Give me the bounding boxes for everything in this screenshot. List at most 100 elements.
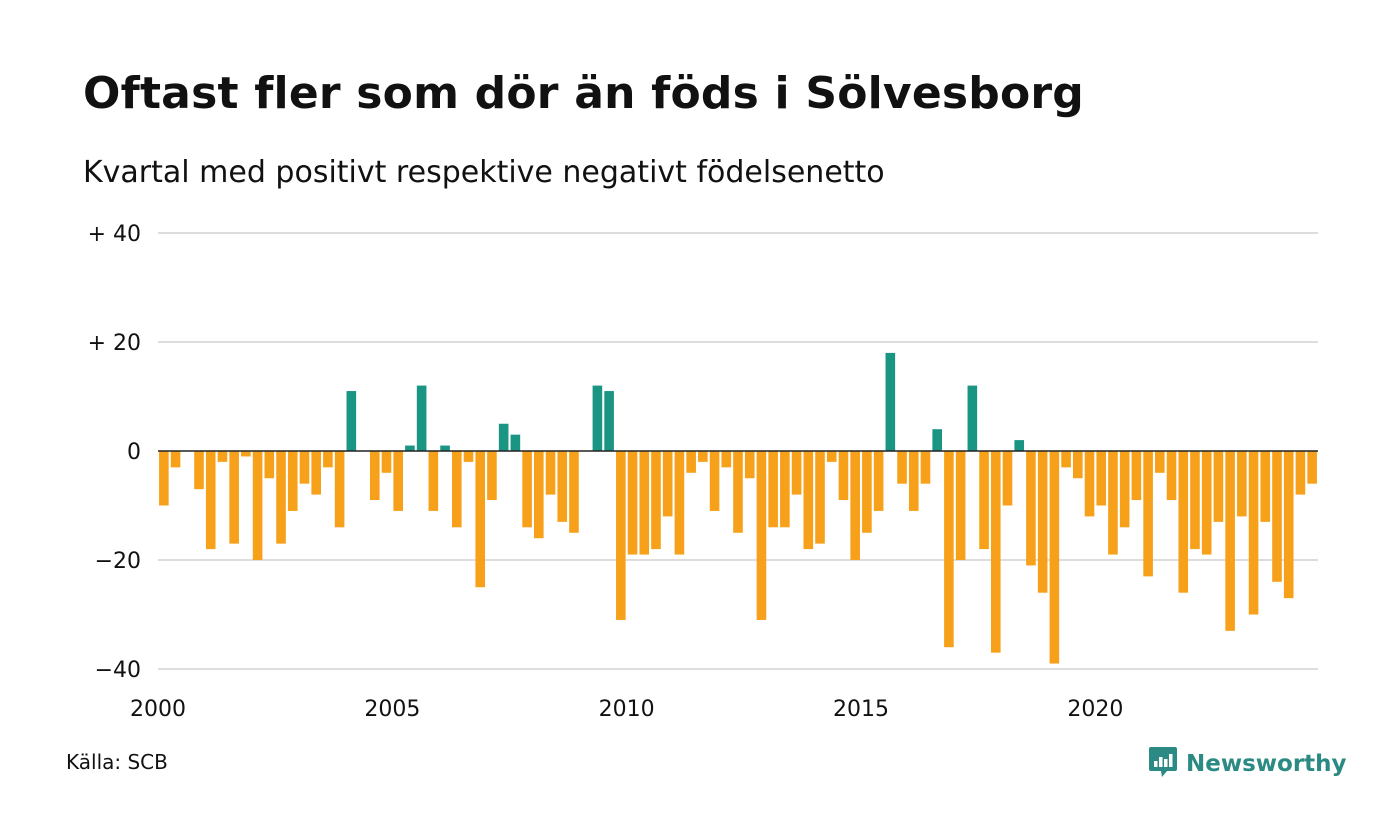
bar-q78: [1061, 451, 1071, 468]
bar-chart: + 40 + 20 0 −20 −40 2000 2005 2010 2015 2020: [88, 222, 1318, 722]
bar-q44: [662, 451, 673, 517]
bar-q96: [1272, 451, 1282, 582]
bar-q36: [569, 451, 579, 533]
bar-q13: [299, 451, 310, 484]
bar-q47: [698, 451, 708, 462]
bar-q56: [803, 451, 814, 550]
bar-q70: [967, 385, 978, 451]
x-tick-label: 2015: [833, 697, 889, 722]
bar-q20: [381, 451, 392, 473]
y-tick-label: + 20: [88, 331, 141, 356]
x-tick-label: 2020: [1067, 697, 1123, 722]
bar-q9: [252, 451, 263, 560]
chart-title: Oftast fler som dör än föds i Sölvesborg: [83, 68, 1084, 119]
bar-q98: [1295, 451, 1306, 495]
bar-q24: [428, 451, 439, 511]
chart-subtitle: Kvartal med positivt respektive negativt…: [83, 155, 885, 190]
bar-q84: [1131, 451, 1142, 501]
bar-q16: [334, 451, 345, 528]
bar-q66: [920, 451, 931, 484]
bar-q59: [838, 451, 849, 501]
bar-q90: [1201, 451, 1212, 555]
bar-q65: [908, 451, 919, 511]
bar-q46: [686, 451, 696, 473]
bar-q92: [1225, 451, 1235, 631]
bar-q50: [733, 451, 743, 533]
bar-q30: [498, 423, 509, 451]
bar-q52: [756, 451, 767, 620]
bar-q38: [592, 385, 603, 451]
y-tick-label: + 40: [88, 222, 141, 247]
bar-q62: [873, 451, 884, 511]
bar-q48: [709, 451, 720, 511]
bar-q51: [744, 451, 755, 479]
bar-q41: [627, 451, 638, 555]
bar-q77: [1049, 451, 1060, 664]
source-note: Källa: SCB: [66, 750, 168, 774]
bar-q10: [264, 451, 275, 479]
bar-q22: [405, 445, 415, 451]
bar-q57: [815, 451, 825, 544]
bar-q69: [955, 451, 966, 560]
bar-q73: [1002, 451, 1013, 506]
bar-q19: [369, 451, 380, 501]
x-tick-label: 2010: [599, 697, 655, 722]
bar-q33: [534, 451, 544, 539]
brand-logo[interactable]: Newsworthy: [1148, 745, 1347, 783]
newsworthy-logo-icon: [1148, 745, 1178, 783]
bar-q74: [1014, 440, 1025, 451]
bar-q39: [604, 391, 614, 451]
y-tick-label: −20: [95, 549, 141, 574]
bar-q27: [463, 451, 474, 462]
bar-q81: [1096, 451, 1107, 506]
bar-q85: [1143, 451, 1153, 577]
bar-q76: [1037, 451, 1048, 593]
bar-layer: [159, 352, 1317, 664]
bar-q68: [944, 451, 954, 648]
bar-q21: [393, 451, 404, 511]
bar-q91: [1213, 451, 1224, 522]
axis-layer: + 40 + 20 0 −20 −40 2000 2005 2010 2015 2020: [88, 222, 1318, 722]
bar-q89: [1190, 451, 1200, 550]
bar-q87: [1166, 451, 1177, 501]
bar-q17: [346, 391, 357, 451]
bar-q45: [674, 451, 685, 555]
bar-q99: [1307, 451, 1317, 484]
bar-q82: [1108, 451, 1118, 555]
bar-q55: [791, 451, 802, 495]
bar-q42: [639, 451, 650, 555]
bar-q58: [826, 451, 837, 462]
bar-q72: [990, 451, 1001, 653]
bar-q2: [170, 451, 181, 468]
bar-q93: [1237, 451, 1247, 517]
bar-q5: [205, 451, 216, 550]
bar-q26: [451, 451, 462, 528]
bar-q71: [979, 451, 989, 550]
bar-q23: [416, 385, 427, 451]
y-tick-label: −40: [95, 658, 141, 683]
bar-q61: [862, 451, 872, 533]
bar-q86: [1155, 451, 1165, 473]
bar-q25: [440, 445, 450, 451]
bar-q7: [229, 451, 239, 544]
x-tick-label: 2000: [130, 697, 186, 722]
bar-q31: [510, 434, 521, 451]
bar-q8: [241, 451, 251, 457]
bar-q64: [897, 451, 907, 484]
bar-q43: [651, 451, 661, 550]
bar-q54: [780, 451, 790, 528]
bar-q97: [1283, 451, 1294, 599]
bar-q34: [545, 451, 556, 495]
bar-q15: [323, 451, 333, 468]
bar-q35: [557, 451, 568, 522]
bar-q29: [487, 451, 497, 501]
bar-q28: [475, 451, 486, 588]
bar-q40: [616, 451, 626, 620]
x-tick-label: 2005: [364, 697, 420, 722]
bar-q32: [522, 451, 532, 528]
bar-q88: [1178, 451, 1189, 593]
bar-q6: [217, 451, 228, 462]
bar-q53: [768, 451, 778, 528]
bar-q1: [159, 451, 169, 506]
bar-q11: [276, 451, 286, 544]
